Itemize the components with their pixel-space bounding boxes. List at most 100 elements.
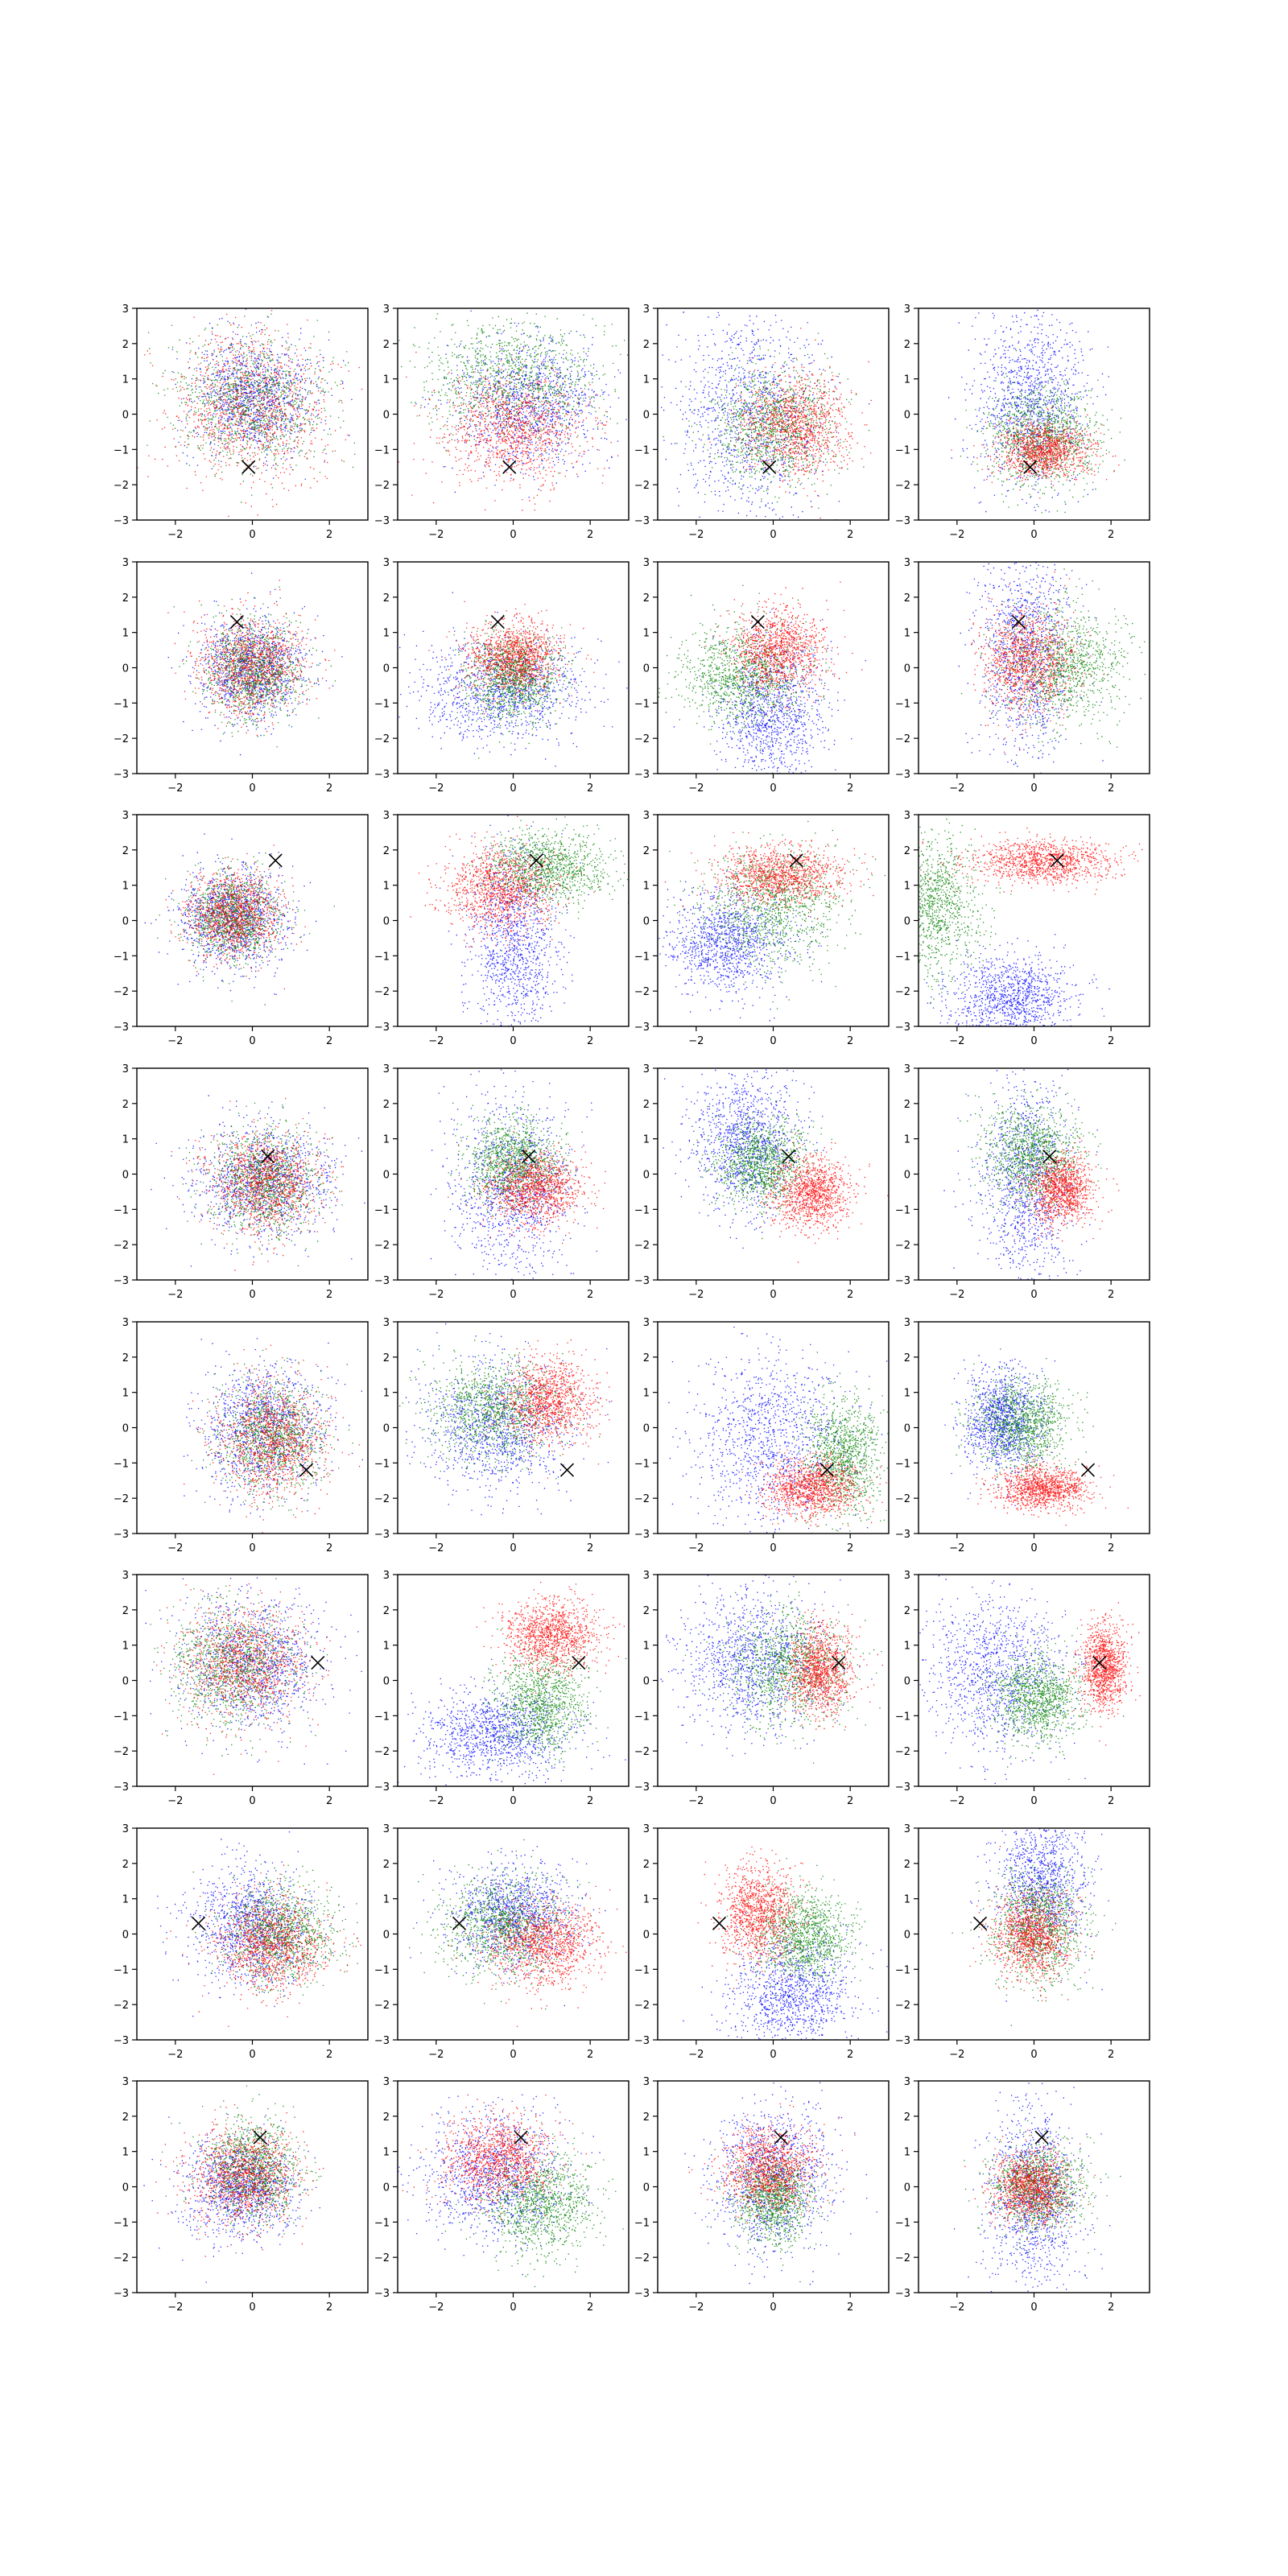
- x-tick-label: −2: [428, 2301, 444, 2314]
- y-tick-label: 1: [904, 1641, 910, 1653]
- x-tick-label: −2: [428, 1289, 444, 1301]
- y-tick-label: 2: [904, 1605, 910, 1617]
- y-tick-label: 2: [904, 339, 910, 351]
- y-tick-label: −3: [634, 769, 650, 781]
- series-2-points: [964, 2120, 1121, 2254]
- series-3-point-cloud: [969, 571, 1104, 753]
- y-tick-label: 3: [122, 1570, 129, 1582]
- x-tick-label: 0: [249, 529, 255, 541]
- x-marker: [1011, 614, 1026, 630]
- y-tick-label: 2: [383, 2112, 390, 2124]
- series-3-points: [1066, 1602, 1141, 1746]
- x-tick-label: −2: [167, 1542, 183, 1554]
- scatter-points: [660, 1575, 883, 1764]
- x-marker: [1042, 1150, 1057, 1164]
- y-tick-label: −2: [374, 1493, 390, 1505]
- series-2-points: [726, 1858, 873, 2020]
- series-2-point-cloud: [150, 1578, 328, 1757]
- x-tick-label: 0: [770, 2049, 776, 2061]
- y-tick-label: −2: [114, 480, 129, 492]
- series-2-point-cloud: [157, 852, 335, 1005]
- y-tick-label: −1: [374, 444, 390, 456]
- y-tick-label: 1: [383, 374, 390, 386]
- series-3-point-cloud: [448, 1131, 606, 1247]
- y-tick-label: 0: [383, 916, 390, 928]
- y-tick-label: 1: [122, 1134, 129, 1146]
- subplot-r3-c3: −2 0 2 −3 −2 −1 0 1 2 3: [634, 810, 890, 1047]
- y-tick-label: −2: [895, 1746, 910, 1758]
- y-tick-label: −1: [114, 1711, 129, 1723]
- series-3-point-cloud: [664, 832, 874, 920]
- y-tick-label: 3: [383, 1570, 390, 1582]
- y-tick-label: −1: [634, 2217, 650, 2229]
- subplot-r2-c3: −2 0 2 −3 −2 −1 0 1 2 3: [634, 557, 890, 795]
- y-tick-label: 3: [904, 303, 910, 316]
- series-3-points: [964, 2129, 1096, 2244]
- y-tick-label: 3: [643, 1317, 650, 1329]
- y-tick-label: −2: [114, 2000, 129, 2012]
- y-tick-label: −3: [634, 1022, 650, 1034]
- y-tick-label: 3: [904, 1317, 910, 1329]
- y-tick-label: 1: [383, 1894, 390, 1906]
- subplot-r3-c2: −2 0 2 −3 −2 −1 0 1 2 3: [374, 810, 630, 1047]
- series-2-point-cloud: [192, 1864, 358, 1997]
- y-tick-label: 1: [643, 374, 650, 386]
- y-tick-label: 1: [122, 1641, 129, 1653]
- y-tick-label: 3: [643, 1063, 650, 1075]
- subplot-r7-c2: −2 0 2 −3 −2 −1 0 1 2 3: [374, 1823, 630, 2061]
- y-tick-label: 3: [122, 2076, 129, 2088]
- y-tick-label: −2: [114, 733, 129, 745]
- x-tick-label: 0: [770, 1795, 776, 1807]
- y-tick-label: 0: [383, 410, 390, 422]
- y-tick-label: 1: [643, 1894, 650, 1906]
- subplot-r5-c3: −2 0 2 −3 −2 −1 0 1 2 3: [634, 1317, 890, 1554]
- y-tick-label: 2: [383, 339, 390, 351]
- series-2-point-cloud: [448, 614, 584, 759]
- y-tick-label: 1: [643, 2147, 650, 2159]
- y-tick-label: −2: [895, 480, 910, 492]
- y-tick-label: 2: [122, 1605, 129, 1617]
- y-tick-label: −3: [634, 1275, 650, 1287]
- scatter-points: [919, 1575, 1141, 1785]
- y-tick-label: −2: [634, 1240, 650, 1252]
- x-tick-label: 2: [326, 1795, 332, 1807]
- x-tick-label: −2: [949, 782, 964, 795]
- y-tick-label: 3: [904, 557, 910, 569]
- x-tick-label: 0: [510, 529, 516, 541]
- series-1-points: [398, 1658, 626, 1786]
- scatter-points: [948, 309, 1125, 514]
- y-tick-label: −1: [634, 1204, 650, 1216]
- x-tick-label: −2: [167, 782, 183, 795]
- x-tick-label: −2: [949, 529, 964, 541]
- y-tick-label: −2: [634, 2000, 650, 2012]
- x-tick-label: −2: [428, 1542, 444, 1554]
- subplot-r2-c4: −2 0 2 −3 −2 −1 0 1 2 3: [895, 557, 1150, 795]
- subplot-r4-c3: −2 0 2 −3 −2 −1 0 1 2 3: [634, 1063, 890, 1301]
- y-tick-label: 2: [643, 1605, 650, 1617]
- y-tick-label: 1: [643, 1134, 650, 1146]
- y-tick-label: −1: [114, 444, 129, 456]
- scatter-points: [398, 1582, 629, 1786]
- y-tick-label: 1: [904, 1388, 910, 1400]
- y-tick-label: −3: [374, 1529, 390, 1541]
- scatter-points: [919, 818, 1143, 1026]
- series-2-points: [398, 312, 629, 474]
- y-tick-label: 3: [122, 810, 129, 822]
- series-2-point-cloud: [173, 586, 336, 748]
- subplot-panels: −2 0 2 −3 −2 −1 0 1 2 3 −2 0 2 −3 −2 −1 0 1 2 3 −2 0 2 −3 −2 −1 0 1…: [114, 303, 1150, 2314]
- x-tick-label: 0: [1030, 1035, 1037, 1047]
- series-1-points: [398, 592, 628, 767]
- series-2-point-cloud: [456, 816, 629, 922]
- x-tick-label: 2: [847, 529, 853, 541]
- y-tick-label: −1: [114, 1204, 129, 1216]
- x-marker: [452, 1916, 467, 1930]
- y-tick-label: 2: [383, 1099, 390, 1111]
- series-1-points: [439, 815, 589, 1026]
- x-tick-label: −2: [949, 1795, 964, 1807]
- y-tick-label: 1: [904, 881, 910, 893]
- subplot-r4-c4: −2 0 2 −3 −2 −1 0 1 2 3: [895, 1063, 1150, 1301]
- x-tick-label: 2: [326, 1542, 332, 1554]
- x-tick-label: −2: [688, 1795, 704, 1807]
- series-3-point-cloud: [964, 2129, 1096, 2244]
